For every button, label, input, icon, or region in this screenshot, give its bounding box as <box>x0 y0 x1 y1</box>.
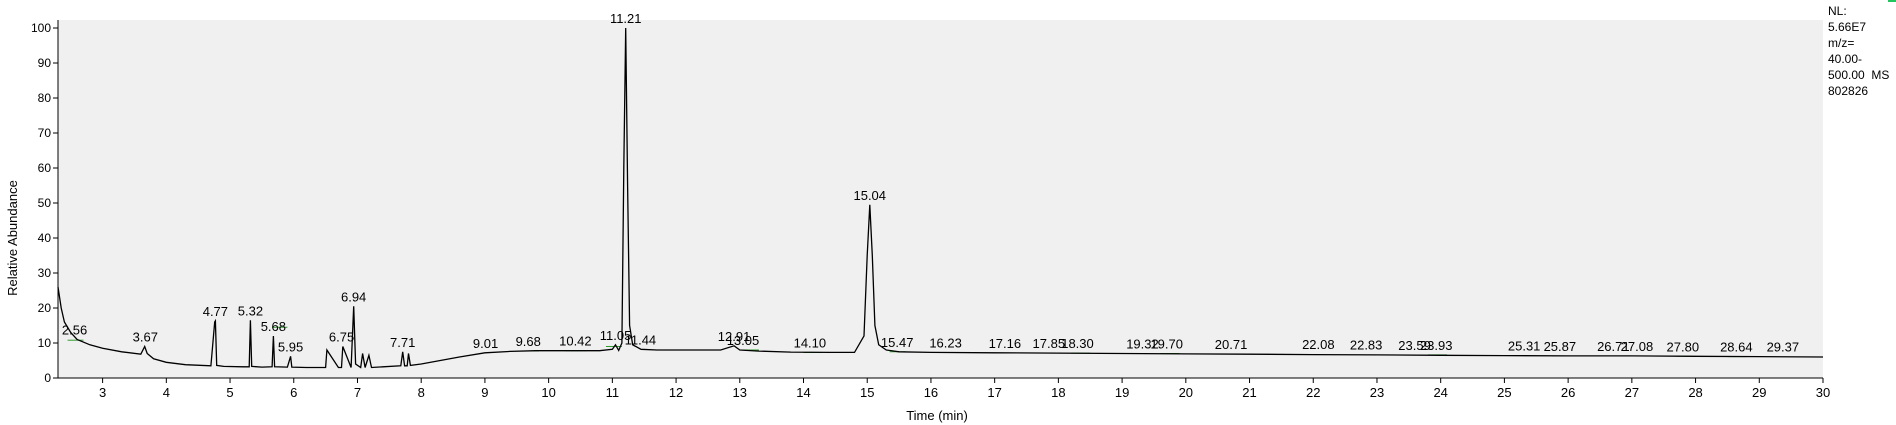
y-tick-label: 60 <box>38 161 52 175</box>
peak-label: 11.21 <box>610 11 642 26</box>
x-tick-label: 29 <box>1752 385 1766 400</box>
peak-label: 22.08 <box>1302 337 1335 352</box>
y-tick-label: 20 <box>38 301 52 315</box>
peak-label: 5.68 <box>261 319 286 334</box>
x-tick-label: 18 <box>1051 385 1065 400</box>
x-tick-label: 6 <box>290 385 297 400</box>
mz-range-row: 500.00 MS <box>1828 67 1894 83</box>
y-tick-label: 40 <box>38 231 52 245</box>
peak-label: 3.67 <box>133 330 158 345</box>
x-tick-label: 14 <box>796 385 810 400</box>
x-tick-label: 22 <box>1306 385 1320 400</box>
peak-label: 20.71 <box>1215 337 1248 352</box>
peak-label: 27.08 <box>1621 339 1654 354</box>
y-tick-label: 90 <box>38 56 52 70</box>
file-id: 802826 <box>1828 84 1869 98</box>
peak-label: 19.70 <box>1150 337 1183 352</box>
peak-label: 2.56 <box>62 323 87 338</box>
x-tick-label: 27 <box>1625 385 1639 400</box>
corner-indicator <box>1888 0 1896 2</box>
peak-label: 23.93 <box>1420 338 1453 353</box>
plot-background <box>58 20 1823 378</box>
x-tick-label: 13 <box>733 385 747 400</box>
x-tick-label: 11 <box>606 385 620 400</box>
peak-label: 6.75 <box>329 330 354 345</box>
peak-label: 9.01 <box>473 336 498 351</box>
y-tick-label: 70 <box>38 126 52 140</box>
y-tick-label: 0 <box>44 371 51 385</box>
x-tick-label: 12 <box>669 385 683 400</box>
peak-label: 19.32 <box>1126 337 1159 352</box>
x-tick-label: 25 <box>1497 385 1511 400</box>
peak-label: 5.95 <box>278 339 303 354</box>
peak-label: 16.23 <box>929 335 962 350</box>
y-tick-label: 30 <box>38 266 52 280</box>
peak-label: 28.64 <box>1720 340 1753 355</box>
x-tick-label: 15 <box>860 385 874 400</box>
peak-labels: 2.56 3.67 4.77 5.325.68 5.95 6.75 6.94 7.71 9.01… <box>62 11 1799 355</box>
peak-label: 6.94 <box>341 289 366 304</box>
x-axis-title: Time (min) <box>906 408 968 423</box>
peak-label: 12.91 <box>718 329 751 344</box>
peak-label: 10.42 <box>559 334 592 349</box>
peak-label: 29.37 <box>1767 340 1800 355</box>
x-tick-label: 30 <box>1816 385 1830 400</box>
normalization-info-panel: NL: 5.66E7 m/z= 40.00- 500.00 MS 802826 <box>1828 3 1894 99</box>
peak-label: 18.30 <box>1061 336 1094 351</box>
x-tick-label: 21 <box>1242 385 1256 400</box>
x-tick-label: 23 <box>1370 385 1384 400</box>
peak-label: 27.80 <box>1667 339 1700 354</box>
peak-label: 25.31 <box>1508 339 1541 354</box>
x-tick-label: 10 <box>541 385 555 400</box>
x-tick-label: 4 <box>163 385 170 400</box>
peak-label: 13.05 <box>727 333 760 348</box>
y-tick-label: 10 <box>38 336 52 350</box>
peak-label: 5.32 <box>238 303 263 318</box>
x-tick-label: 28 <box>1688 385 1702 400</box>
peak-label: 17.16 <box>989 336 1022 351</box>
chromatogram-trace <box>57 27 1824 369</box>
x-tick-label: 3 <box>99 385 106 400</box>
nl-value: 5.66E7 <box>1828 20 1867 34</box>
x-tick-label: 16 <box>924 385 938 400</box>
peak-label: 17.85 <box>1033 336 1066 351</box>
peak-label: 22.83 <box>1350 338 1383 353</box>
peak-label: 15.04 <box>853 188 886 203</box>
peak-label: 15.47 <box>881 335 914 350</box>
nl-label: NL: <box>1828 4 1847 18</box>
peak-label: 7.71 <box>390 335 415 350</box>
y-axis-title: Relative Abundance <box>5 180 20 296</box>
peak-label: 11.44 <box>625 332 657 347</box>
x-tick-label: 19 <box>1115 385 1129 400</box>
x-tick-label: 7 <box>354 385 361 400</box>
y-tick-label: 50 <box>38 196 52 210</box>
peak-label: 14.10 <box>794 335 827 350</box>
axes: 0 10 20 30 40 50 60 70 80 90 100 3 4 5 6 7 8 9 10 11 12 13 14 1… <box>31 20 1830 400</box>
scan-type: MS <box>1871 68 1890 82</box>
y-tick-label: 80 <box>38 91 52 105</box>
peak-label: 23.59 <box>1398 338 1431 353</box>
peak-label: 4.77 <box>203 304 228 319</box>
peak-label: 26.71 <box>1597 339 1630 354</box>
x-tick-label: 26 <box>1561 385 1575 400</box>
x-tick-label: 9 <box>481 385 488 400</box>
x-tick-label: 17 <box>987 385 1001 400</box>
mz-label: m/z= <box>1828 36 1855 50</box>
x-tick-label: 8 <box>418 385 425 400</box>
peak-label: 11.05 <box>600 328 632 343</box>
peak-label: 25.87 <box>1544 339 1577 354</box>
y-tick-label: 100 <box>31 21 51 35</box>
mz-range-start: 40.00- <box>1828 52 1863 66</box>
mz-range-end: 500.00 <box>1828 68 1865 82</box>
x-tick-label: 5 <box>226 385 233 400</box>
peak-label: 9.68 <box>516 334 541 349</box>
x-tick-label: 24 <box>1433 385 1447 400</box>
x-tick-label: 20 <box>1179 385 1193 400</box>
